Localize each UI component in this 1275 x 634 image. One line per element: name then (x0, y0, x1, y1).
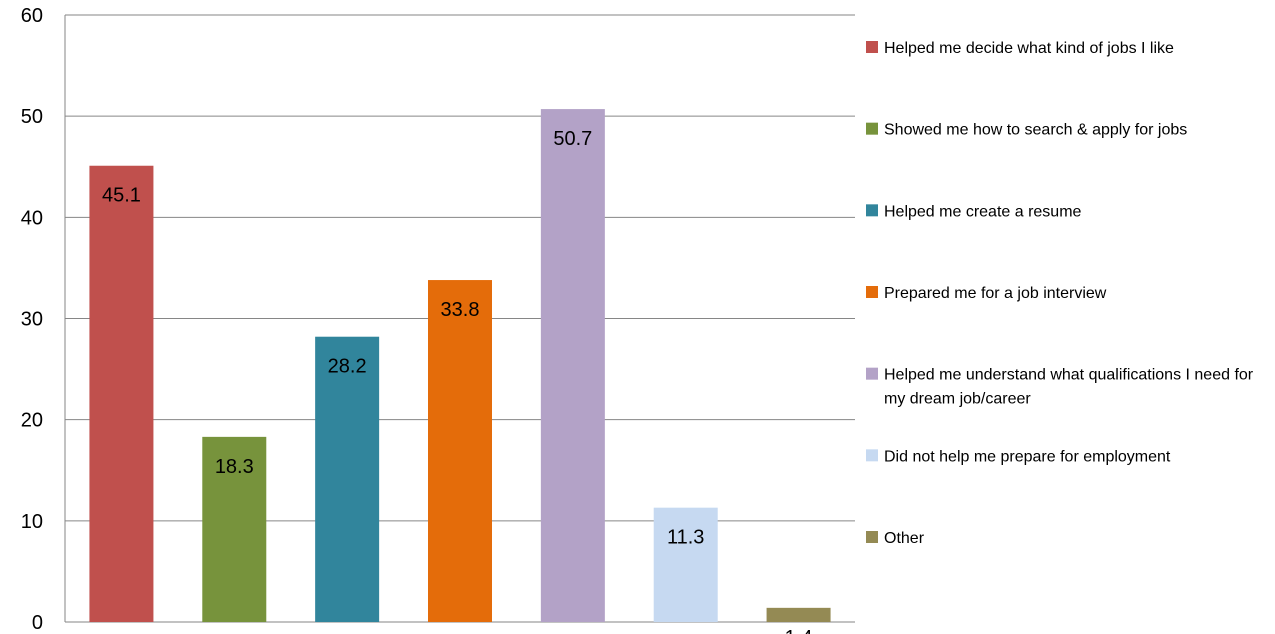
data-label: 18.3 (215, 456, 254, 478)
axes: 0 10 20 30 40 50 60 (21, 5, 855, 634)
data-label: 50.7 (553, 128, 592, 150)
bar (202, 436, 267, 622)
legend-entry: Other (884, 530, 925, 547)
legend-swatch (866, 449, 878, 462)
legend-swatch (866, 41, 878, 53)
y-tick-label: 40 (21, 207, 43, 229)
bar (653, 507, 718, 622)
y-tick-label: 20 (21, 410, 43, 432)
data-label: 11.3 (667, 527, 704, 549)
bar (428, 280, 492, 622)
data-labels: 45.1 18.3 28.2 33.8 50.7 11.3 1.4 (102, 128, 813, 634)
y-tick-label: 60 (21, 5, 43, 27)
legend-entry: Prepared me for a job interview (884, 285, 1107, 302)
legend-entry: Did not help me prepare for employment (884, 448, 1171, 465)
data-label: 1.4 (785, 627, 813, 634)
legend-swatch (866, 531, 878, 543)
bar (766, 607, 831, 622)
legend-swatch (866, 204, 878, 217)
bar (540, 109, 605, 622)
y-tick-label: 0 (32, 612, 43, 634)
data-label: 33.8 (441, 299, 480, 321)
bars (89, 109, 831, 622)
legend-entry: Helped me decide what kind of jobs I lik… (884, 40, 1174, 57)
legend-entry: Showed me how to search & apply for jobs (884, 122, 1187, 139)
y-tick-label: 30 (21, 309, 43, 331)
legend: Helped me decide what kind of jobs I lik… (866, 40, 1254, 547)
data-label: 28.2 (328, 356, 367, 378)
data-label: 45.1 (102, 185, 141, 207)
bar (89, 165, 154, 622)
legend-entry: Helped me create a resume (884, 203, 1082, 220)
legend-swatch (866, 367, 878, 380)
y-tick-label: 10 (21, 511, 43, 533)
legend-swatch (866, 122, 878, 135)
bar (315, 336, 380, 622)
y-tick-label: 50 (21, 106, 43, 128)
legend-swatch (866, 286, 878, 298)
legend-entry: Helped me understand what qualifications… (884, 367, 1254, 408)
